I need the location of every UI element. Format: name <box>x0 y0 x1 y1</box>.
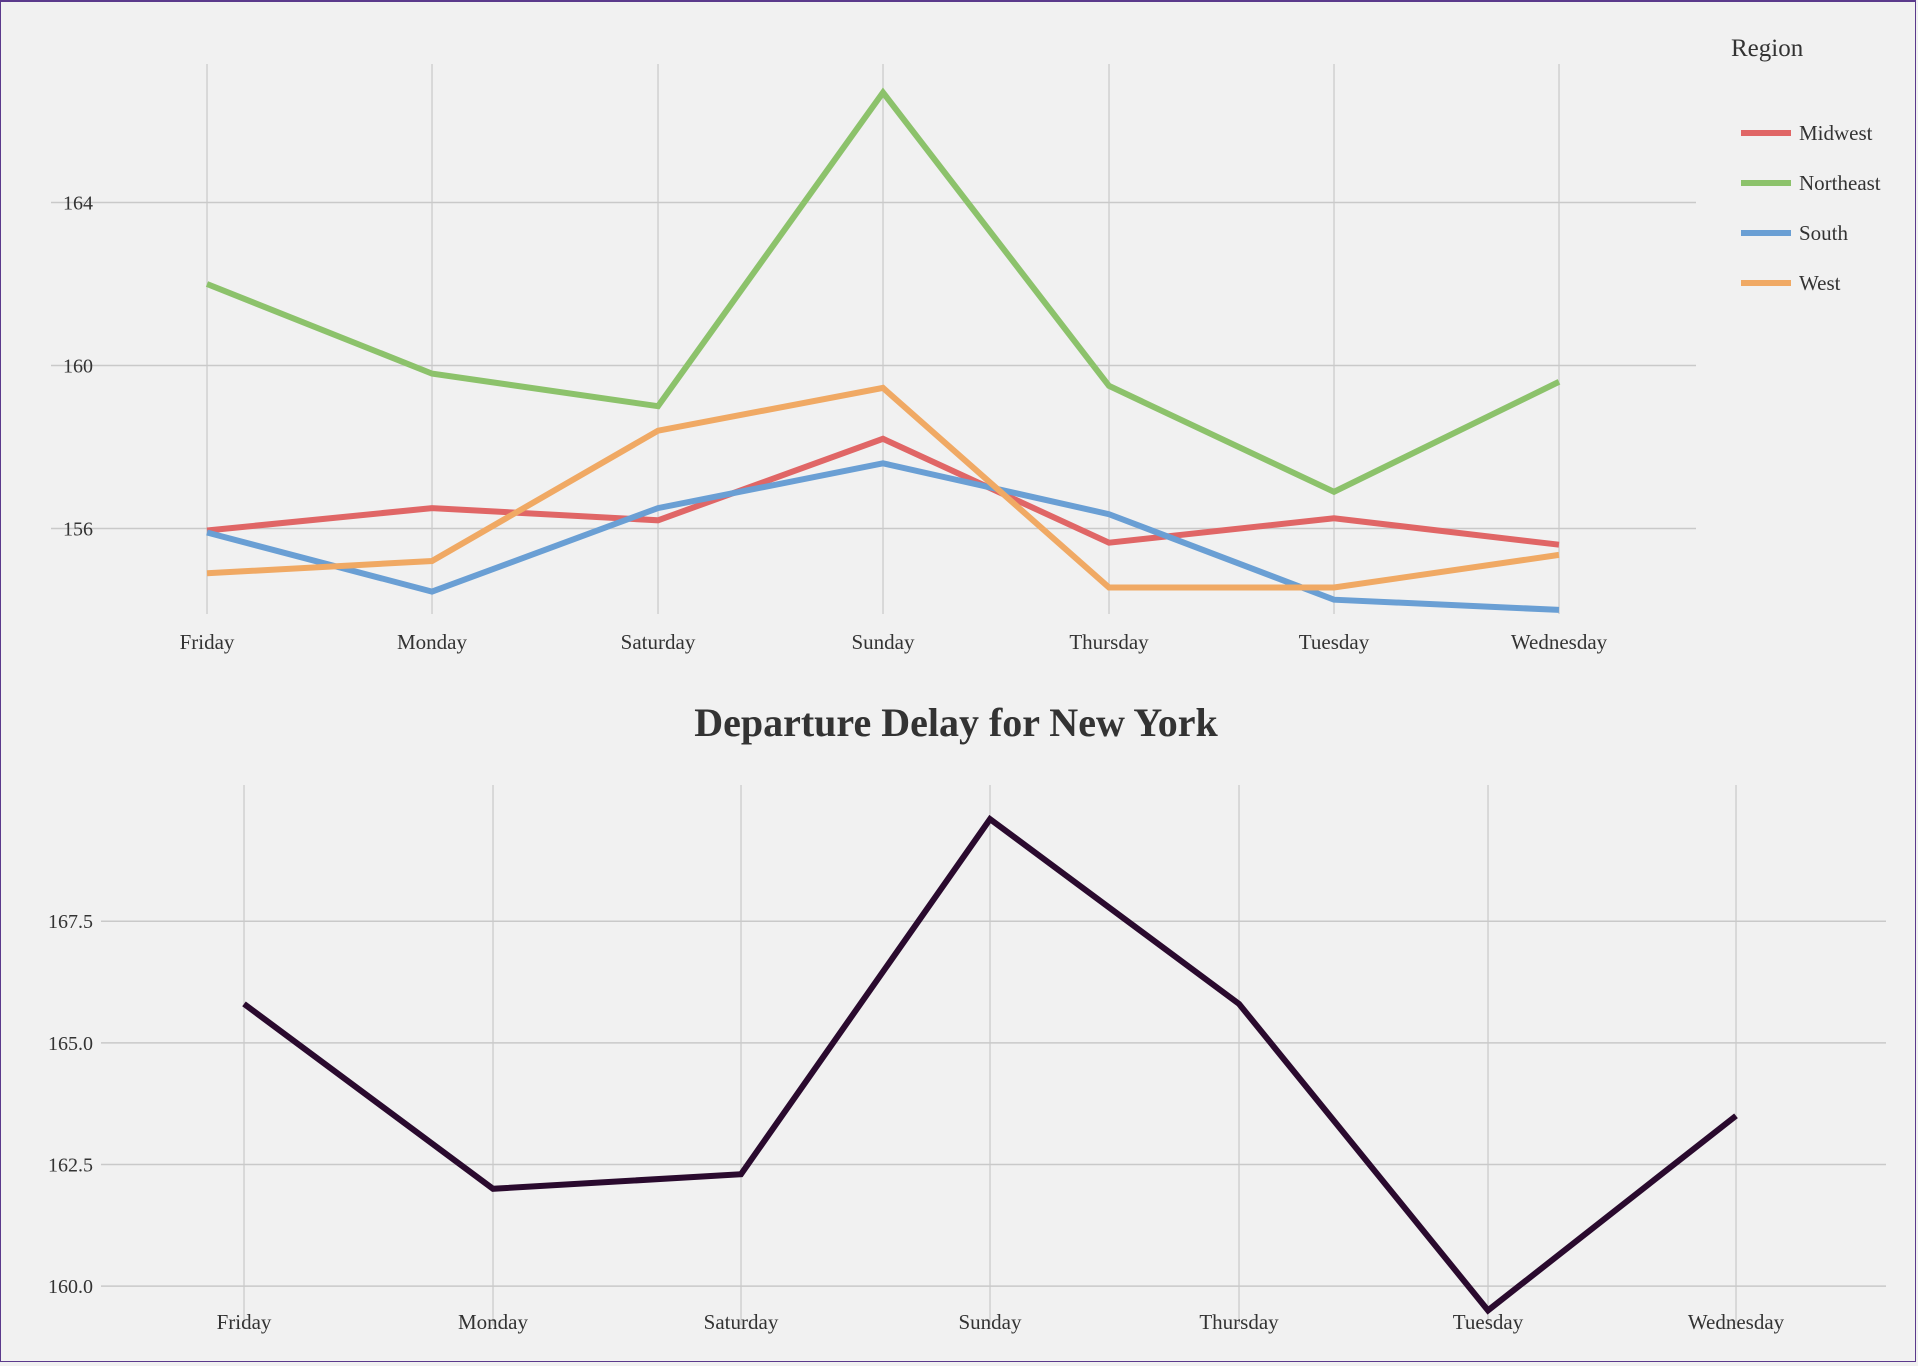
x-tick-label: Wednesday <box>1511 630 1608 654</box>
legend-title: Region <box>1731 35 1804 62</box>
legend-label-northeast: Northeast <box>1799 171 1881 195</box>
x-tick-label: Wednesday <box>1688 1310 1785 1334</box>
y-tick-label: 156 <box>63 518 93 540</box>
y-tick-label: 167.5 <box>48 911 93 933</box>
x-tick-label: Tuesday <box>1299 630 1370 654</box>
series-line-midwest <box>206 435 1560 548</box>
y-tick-label: 162.5 <box>48 1154 93 1176</box>
legend: Region Midwest Northeast South West <box>1731 35 1881 295</box>
new-york-delay-chart: 167.5 165.0 162.5 160.0 Friday Monday Saturday… <box>48 785 1886 1334</box>
series-line-west <box>206 384 1560 591</box>
x-tick-label: Monday <box>397 630 467 654</box>
series-line-new-york <box>242 814 1738 1315</box>
y-tick-label: 165.0 <box>48 1033 93 1055</box>
x-tick-label: Thursday <box>1199 1310 1279 1334</box>
legend-label-midwest: Midwest <box>1799 121 1873 145</box>
x-tick-label: Monday <box>458 1310 528 1334</box>
chart-title: Departure Delay for New York <box>694 700 1218 745</box>
x-tick-label: Saturday <box>704 1310 779 1334</box>
y-tick-label: 160 <box>63 355 93 377</box>
series-line-south <box>206 460 1560 613</box>
y-tick-label: 164 <box>63 193 93 215</box>
series-line-northeast <box>205 87 1561 496</box>
legend-label-south: South <box>1799 221 1849 245</box>
y-tick-label: 160.0 <box>48 1276 93 1298</box>
x-tick-label: Sunday <box>852 630 916 654</box>
x-tick-label: Friday <box>217 1310 272 1334</box>
legend-label-west: West <box>1799 271 1841 295</box>
x-tick-label: Friday <box>180 630 235 654</box>
x-tick-label: Saturday <box>621 630 696 654</box>
x-tick-label: Thursday <box>1069 630 1149 654</box>
region-delay-chart: 164 160 156 Friday Monday Saturday Sunday Thurs… <box>51 35 1881 654</box>
x-tick-label: Sunday <box>959 1310 1023 1334</box>
